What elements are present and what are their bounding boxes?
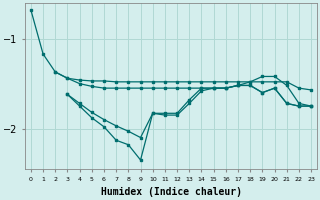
X-axis label: Humidex (Indice chaleur): Humidex (Indice chaleur) xyxy=(100,187,242,197)
